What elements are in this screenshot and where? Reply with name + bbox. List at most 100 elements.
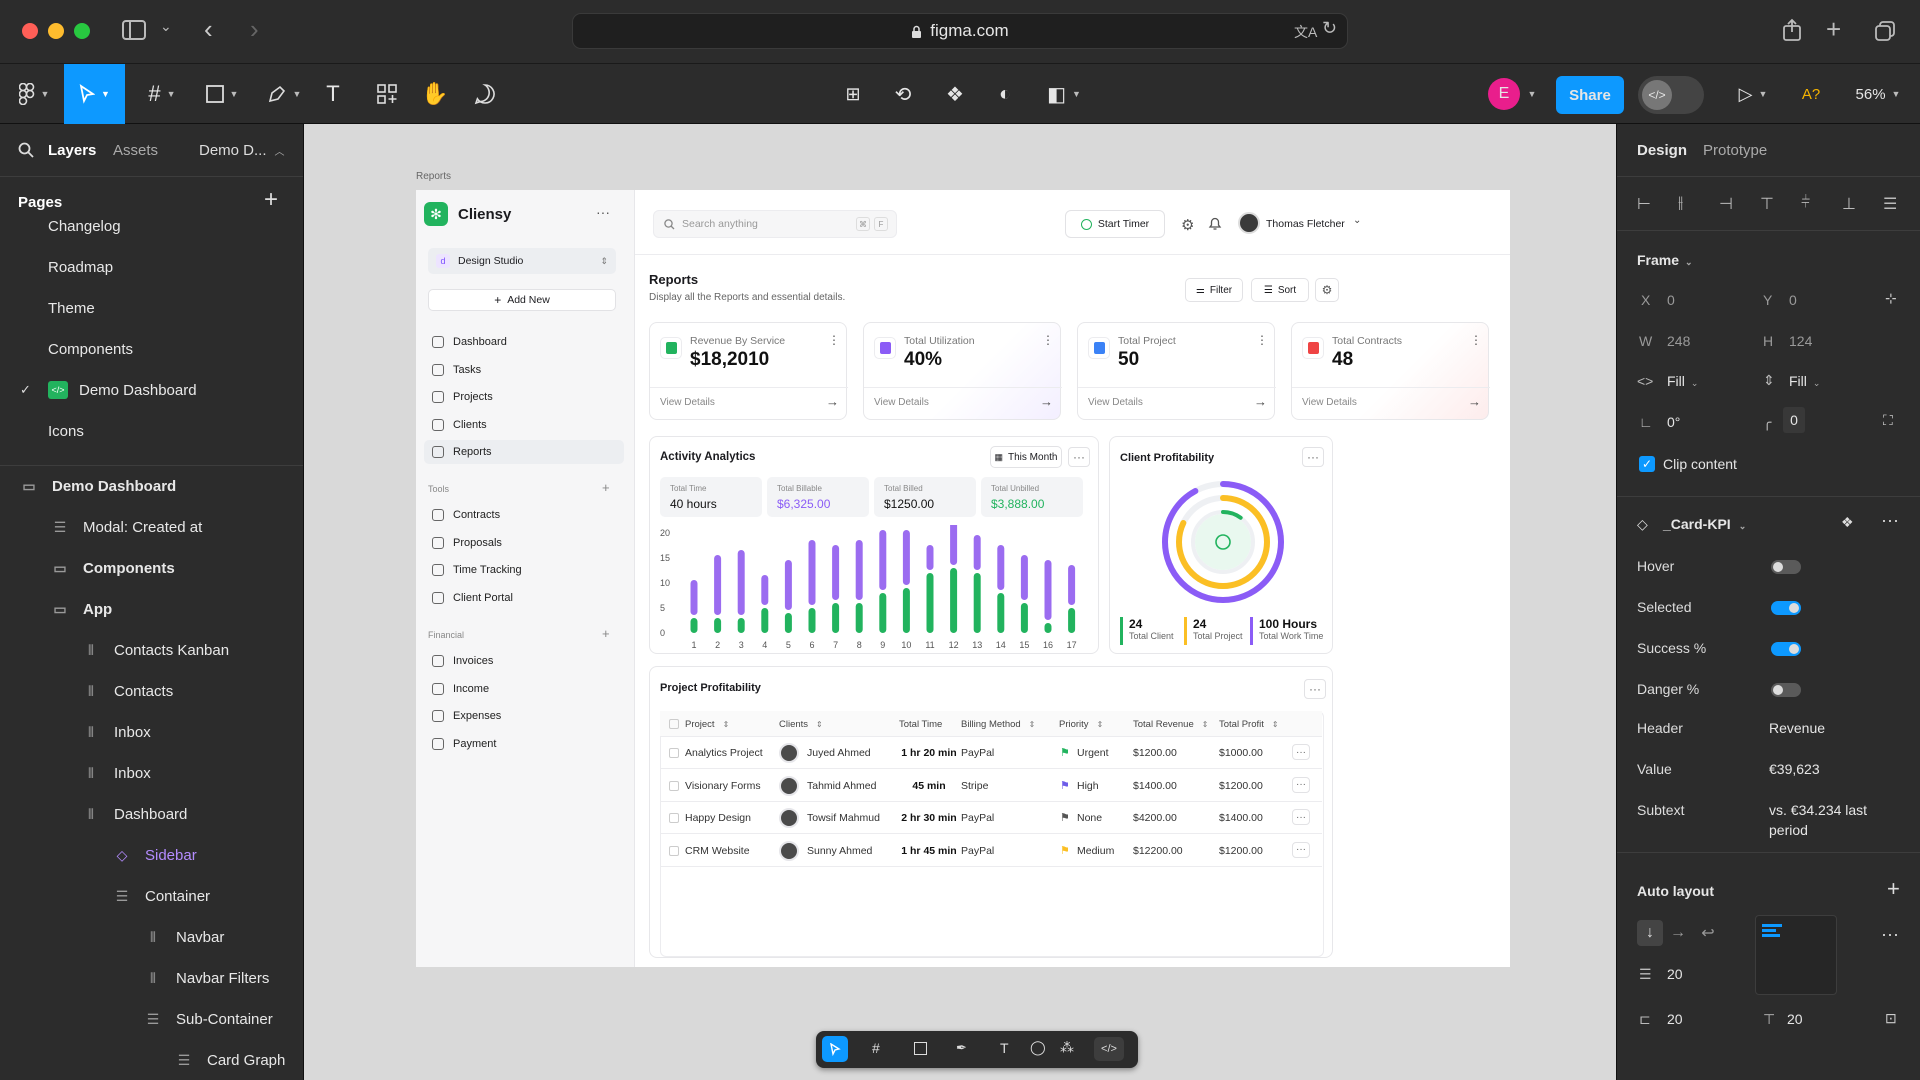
page-item[interactable]: ✓ </> Demo Dashboard — [0, 370, 303, 410]
frame-label[interactable]: Reports — [416, 171, 452, 182]
nav-item-proposals[interactable]: Proposals — [424, 531, 624, 555]
column-header[interactable]: Total Profit ⇕ — [1219, 719, 1279, 730]
settings-icon[interactable]: ⚙ — [1181, 217, 1195, 234]
row-more-button[interactable]: ··· — [1292, 809, 1310, 825]
y-input[interactable]: 0 — [1789, 292, 1797, 308]
view-details-link[interactable]: View Details — [874, 397, 929, 408]
present-icon[interactable]: ▷ ▼ — [1738, 83, 1768, 104]
page-item[interactable]: Icons — [0, 411, 303, 451]
nav-item-client-portal[interactable]: Client Portal — [424, 586, 624, 610]
comment-tool-icon[interactable]: ◯ — [1030, 1039, 1046, 1055]
arrow-right-icon[interactable]: → — [826, 394, 839, 409]
reload-icon[interactable]: ↻ — [1322, 18, 1338, 38]
width-fill-dropdown[interactable]: Fill ⌄ — [1667, 373, 1698, 389]
tab-design[interactable]: Design — [1637, 142, 1688, 159]
layer-item[interactable]: ⦀ Navbar — [0, 917, 303, 957]
accessibility-icon[interactable]: A? — [1801, 85, 1821, 103]
table-row[interactable]: Analytics Project Juyed Ahmed 1 hr 20 min P… — [660, 737, 1322, 769]
contrast-icon[interactable]: ◐ — [998, 82, 1012, 105]
row-checkbox[interactable] — [669, 845, 679, 856]
flow-icon[interactable]: ⟲ — [894, 83, 912, 106]
bell-icon[interactable] — [1208, 216, 1222, 231]
nav-item-clients[interactable]: Clients — [424, 413, 624, 437]
sidebar-more-icon[interactable]: ··· — [596, 204, 610, 220]
layer-item[interactable]: ☰ Container — [0, 876, 303, 916]
tab-layers[interactable]: Layers — [48, 142, 97, 159]
vertical-direction-icon[interactable]: ↓ — [1637, 920, 1663, 946]
layer-item[interactable]: ☰ Modal: Created at — [0, 507, 303, 547]
nav-item-expenses[interactable]: Expenses — [424, 704, 624, 728]
header-input[interactable]: Revenue — [1769, 720, 1826, 736]
shape-tool-icon[interactable] — [914, 1042, 927, 1055]
add-auto-layout-icon[interactable]: + — [1887, 876, 1900, 901]
property-toggle[interactable] — [1771, 601, 1801, 615]
row-checkbox[interactable] — [669, 813, 679, 823]
layer-item[interactable]: ▭ Demo Dashboard — [0, 466, 303, 506]
nav-item-tasks[interactable]: Tasks — [424, 358, 624, 382]
add-financial-icon[interactable]: + — [602, 626, 610, 641]
nav-item-contracts[interactable]: Contracts — [424, 503, 624, 527]
shape-tool-icon[interactable]: ▼ — [200, 64, 244, 124]
horizontal-padding-input[interactable]: 20 — [1667, 1011, 1683, 1027]
distribute-icon[interactable]: ☰ — [1883, 196, 1898, 213]
file-name-dropdown[interactable]: Demo D... ︿ — [199, 142, 285, 159]
component-tool-icon[interactable]: ❖ — [946, 83, 964, 106]
kpi-more-icon[interactable]: ⋮ — [1042, 333, 1054, 347]
row-checkbox[interactable] — [669, 748, 679, 758]
view-details-link[interactable]: View Details — [660, 397, 715, 408]
arrow-right-icon[interactable]: → — [1040, 394, 1053, 409]
table-row[interactable]: Happy Design Towsif Mahmud 2 hr 30 min PayP… — [660, 802, 1322, 834]
nav-item-projects[interactable]: Projects — [424, 385, 624, 409]
row-more-button[interactable]: ··· — [1292, 841, 1310, 858]
avatar[interactable]: E — [1486, 64, 1522, 124]
horizontal-direction-icon[interactable]: → — [1670, 924, 1686, 941]
close-window-button[interactable] — [22, 23, 38, 39]
layer-item[interactable]: ⦀ Inbox — [0, 712, 303, 752]
page-item[interactable]: Components — [0, 329, 303, 369]
column-header[interactable]: Priority ⇕ — [1059, 719, 1103, 730]
forward-icon[interactable]: › — [250, 14, 259, 44]
value-input[interactable]: €39,623 — [1769, 761, 1820, 777]
user-name[interactable]: Thomas Fletcher — [1266, 218, 1345, 230]
back-icon[interactable]: ‹ — [204, 14, 213, 44]
profitability-more-button[interactable]: ··· — [1302, 447, 1324, 467]
nav-item-payment[interactable]: Payment — [424, 732, 624, 756]
align-right-icon[interactable]: ⊣ — [1719, 196, 1733, 213]
clip-content-checkbox[interactable]: ✓ — [1639, 456, 1655, 472]
frame-tool-icon[interactable]: # — [872, 1040, 880, 1056]
page-item[interactable]: Changelog — [0, 206, 303, 246]
component-more-icon[interactable]: ··· — [1881, 510, 1899, 530]
nav-item-reports[interactable]: Reports — [424, 440, 624, 464]
sort-button[interactable]: ☰ Sort — [1251, 278, 1309, 302]
layer-item[interactable]: ⦀ Navbar Filters — [0, 958, 303, 998]
search-input[interactable]: Search anything ⌘ F — [653, 210, 897, 238]
project-more-button[interactable]: ··· — [1304, 679, 1326, 699]
align-center-h-icon[interactable]: ⫲ — [1678, 194, 1684, 211]
align-bottom-icon[interactable]: ⊥ — [1842, 196, 1856, 213]
kpi-more-icon[interactable]: ⋮ — [1470, 333, 1482, 347]
align-left-icon[interactable]: ⊢ — [1637, 196, 1651, 213]
view-details-link[interactable]: View Details — [1302, 397, 1357, 408]
nav-item-time-tracking[interactable]: Time Tracking — [424, 558, 624, 582]
resources-tool-icon[interactable] — [372, 64, 402, 124]
layer-item[interactable]: ▭ App — [0, 589, 303, 629]
layer-item[interactable]: ⦀ Dashboard — [0, 794, 303, 834]
share-icon[interactable] — [1782, 18, 1802, 42]
layer-item[interactable]: ☰ Card Graph — [0, 1040, 303, 1080]
address-bar[interactable]: figma.com — [572, 13, 1348, 49]
arrow-right-icon[interactable]: → — [1254, 394, 1267, 409]
layer-item[interactable]: ⦀ Inbox — [0, 753, 303, 793]
boolean-icon[interactable]: ◧ ▼ — [1047, 83, 1081, 106]
component-name-dropdown[interactable]: _Card-KPI ⌄ — [1663, 516, 1746, 532]
row-more-button[interactable]: ··· — [1292, 744, 1310, 760]
page-item[interactable]: Theme — [0, 288, 303, 328]
tab-overview-icon[interactable] — [1874, 20, 1896, 42]
rotation-input[interactable]: 0° — [1667, 414, 1681, 430]
height-fill-dropdown[interactable]: Fill ⌄ — [1789, 373, 1820, 389]
hand-tool-icon[interactable]: ✋ — [421, 81, 449, 106]
pen-tool-icon[interactable]: ▼ — [262, 64, 306, 124]
frame-section-title[interactable]: Frame ⌄ — [1637, 252, 1693, 268]
property-toggle[interactable] — [1771, 683, 1801, 697]
vertical-padding-input[interactable]: 20 — [1787, 1011, 1803, 1027]
align-middle-icon[interactable]: ⫩ — [1801, 194, 1811, 211]
